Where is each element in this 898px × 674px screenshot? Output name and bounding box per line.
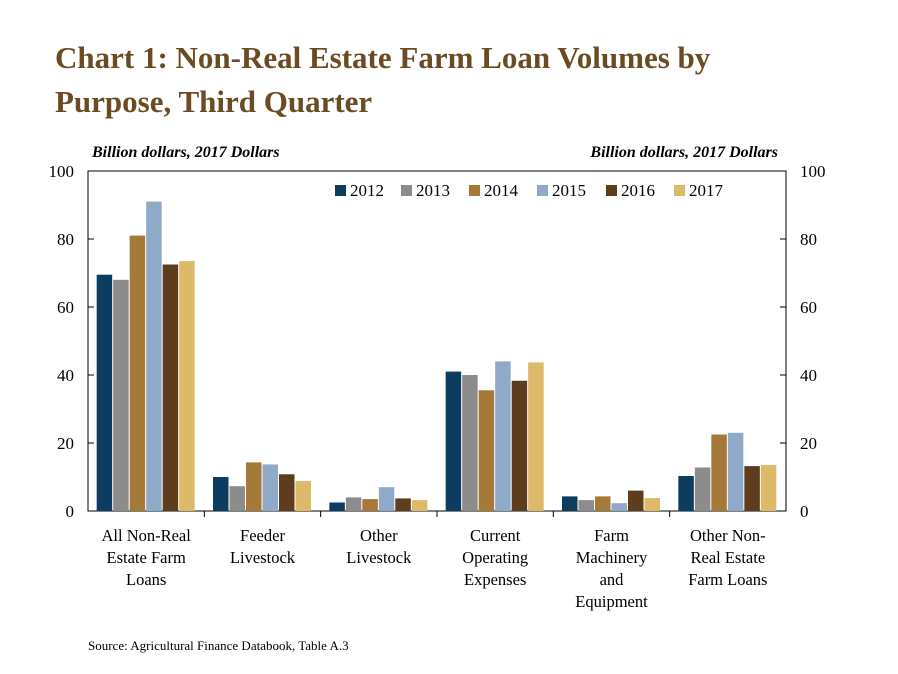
x-category-label-line: Livestock — [346, 548, 412, 567]
bar — [246, 462, 262, 511]
chart-title-line-1: Chart 1: Non-Real Estate Farm Loan Volum… — [55, 40, 711, 75]
y-tick-label-left: 60 — [57, 298, 74, 317]
x-category-label-line: All Non-Real — [101, 526, 191, 545]
bar — [562, 496, 578, 511]
x-category-label: Other Livestock — [346, 526, 412, 567]
x-category-label-line: Current — [470, 526, 521, 545]
bar — [595, 496, 611, 511]
x-category-label-line: Feeder — [240, 526, 285, 545]
bar — [279, 474, 295, 511]
legend-label: 2013 — [416, 181, 450, 200]
bar — [511, 380, 528, 511]
x-category-label-line: Other Non- — [690, 526, 766, 545]
x-category-label: Current Operating Expenses — [462, 526, 528, 589]
legend-swatch — [606, 185, 617, 196]
legend-swatch — [674, 185, 685, 196]
legend-swatch — [537, 185, 548, 196]
bar — [96, 274, 113, 511]
chart-title: Chart 1: Non-Real Estate Farm Loan Volum… — [55, 36, 855, 124]
x-category-label-line: Loans — [126, 570, 166, 589]
bar — [462, 375, 478, 511]
legend-label: 2016 — [621, 181, 655, 200]
bar — [744, 466, 760, 511]
bar — [711, 434, 727, 511]
bar — [611, 503, 627, 511]
x-category-label-line: Other — [360, 526, 398, 545]
bar — [411, 500, 428, 511]
bar — [495, 361, 511, 511]
legend-swatch — [335, 185, 346, 196]
bar — [262, 464, 278, 511]
x-category-label-line: and — [600, 570, 625, 589]
bar — [628, 490, 644, 511]
legend-label: 2017 — [689, 181, 724, 200]
bar — [644, 498, 660, 511]
y-tick-label-left: 40 — [57, 366, 74, 385]
bar — [146, 201, 162, 511]
bar — [395, 498, 411, 511]
x-category-label-line: Livestock — [230, 548, 296, 567]
x-category-label-line: Equipment — [575, 592, 648, 611]
legend-label: 2012 — [350, 181, 384, 200]
bar — [179, 261, 195, 511]
bar — [694, 467, 711, 511]
y-tick-label-left: 0 — [66, 502, 75, 521]
legend-swatch — [401, 185, 412, 196]
bar — [329, 502, 345, 511]
right-axis-unit-label: Billion dollars, 2017 Dollars — [590, 144, 778, 161]
y-tick-label-right: 0 — [800, 502, 809, 521]
x-category-label-line: Operating — [462, 548, 528, 567]
y-tick-label-left: 80 — [57, 230, 74, 249]
x-category-label: Other Non- Real Estate Farm Loans — [688, 526, 767, 589]
bar — [478, 390, 495, 511]
bar — [213, 477, 229, 511]
bar — [162, 264, 179, 511]
chart-title-line-2: Purpose, Third Quarter — [55, 84, 373, 119]
x-category-label-line: Farm Loans — [688, 570, 767, 589]
bar — [378, 487, 395, 511]
x-category-label: All Non-Real Estate Farm Loans — [101, 526, 191, 589]
bar — [727, 432, 744, 511]
x-category-label-line: Machinery — [576, 548, 648, 567]
x-category-label: Feeder Livestock — [230, 526, 296, 567]
legend-swatch — [469, 185, 480, 196]
bar — [129, 235, 146, 511]
y-tick-label-right: 80 — [800, 230, 817, 249]
bar — [528, 362, 544, 511]
x-category-label-line: Farm — [594, 526, 629, 545]
left-axis-unit-label: Billion dollars, 2017 Dollars — [92, 144, 280, 161]
x-category-label: Farm Machinery and Equipment — [575, 526, 648, 611]
bar — [362, 499, 378, 511]
bar — [678, 475, 694, 511]
y-tick-label-left: 100 — [49, 162, 75, 181]
y-tick-label-right: 60 — [800, 298, 817, 317]
source-note: Source: Agricultural Finance Databook, T… — [88, 638, 349, 653]
y-tick-label-right: 20 — [800, 434, 817, 453]
y-tick-label-right: 40 — [800, 366, 817, 385]
legend-label: 2014 — [484, 181, 519, 200]
x-category-label-line: Estate Farm — [107, 548, 186, 567]
bar — [760, 465, 777, 511]
y-tick-label-left: 20 — [57, 434, 74, 453]
bar — [345, 497, 362, 511]
x-category-label-line: Real Estate — [690, 548, 765, 567]
x-category-label-line: Expenses — [464, 570, 526, 589]
y-tick-label-right: 100 — [800, 162, 826, 181]
bar — [295, 481, 311, 511]
bar — [578, 500, 594, 511]
bar — [113, 279, 129, 511]
bar — [229, 486, 245, 511]
legend-label: 2015 — [552, 181, 586, 200]
bar — [445, 371, 462, 511]
